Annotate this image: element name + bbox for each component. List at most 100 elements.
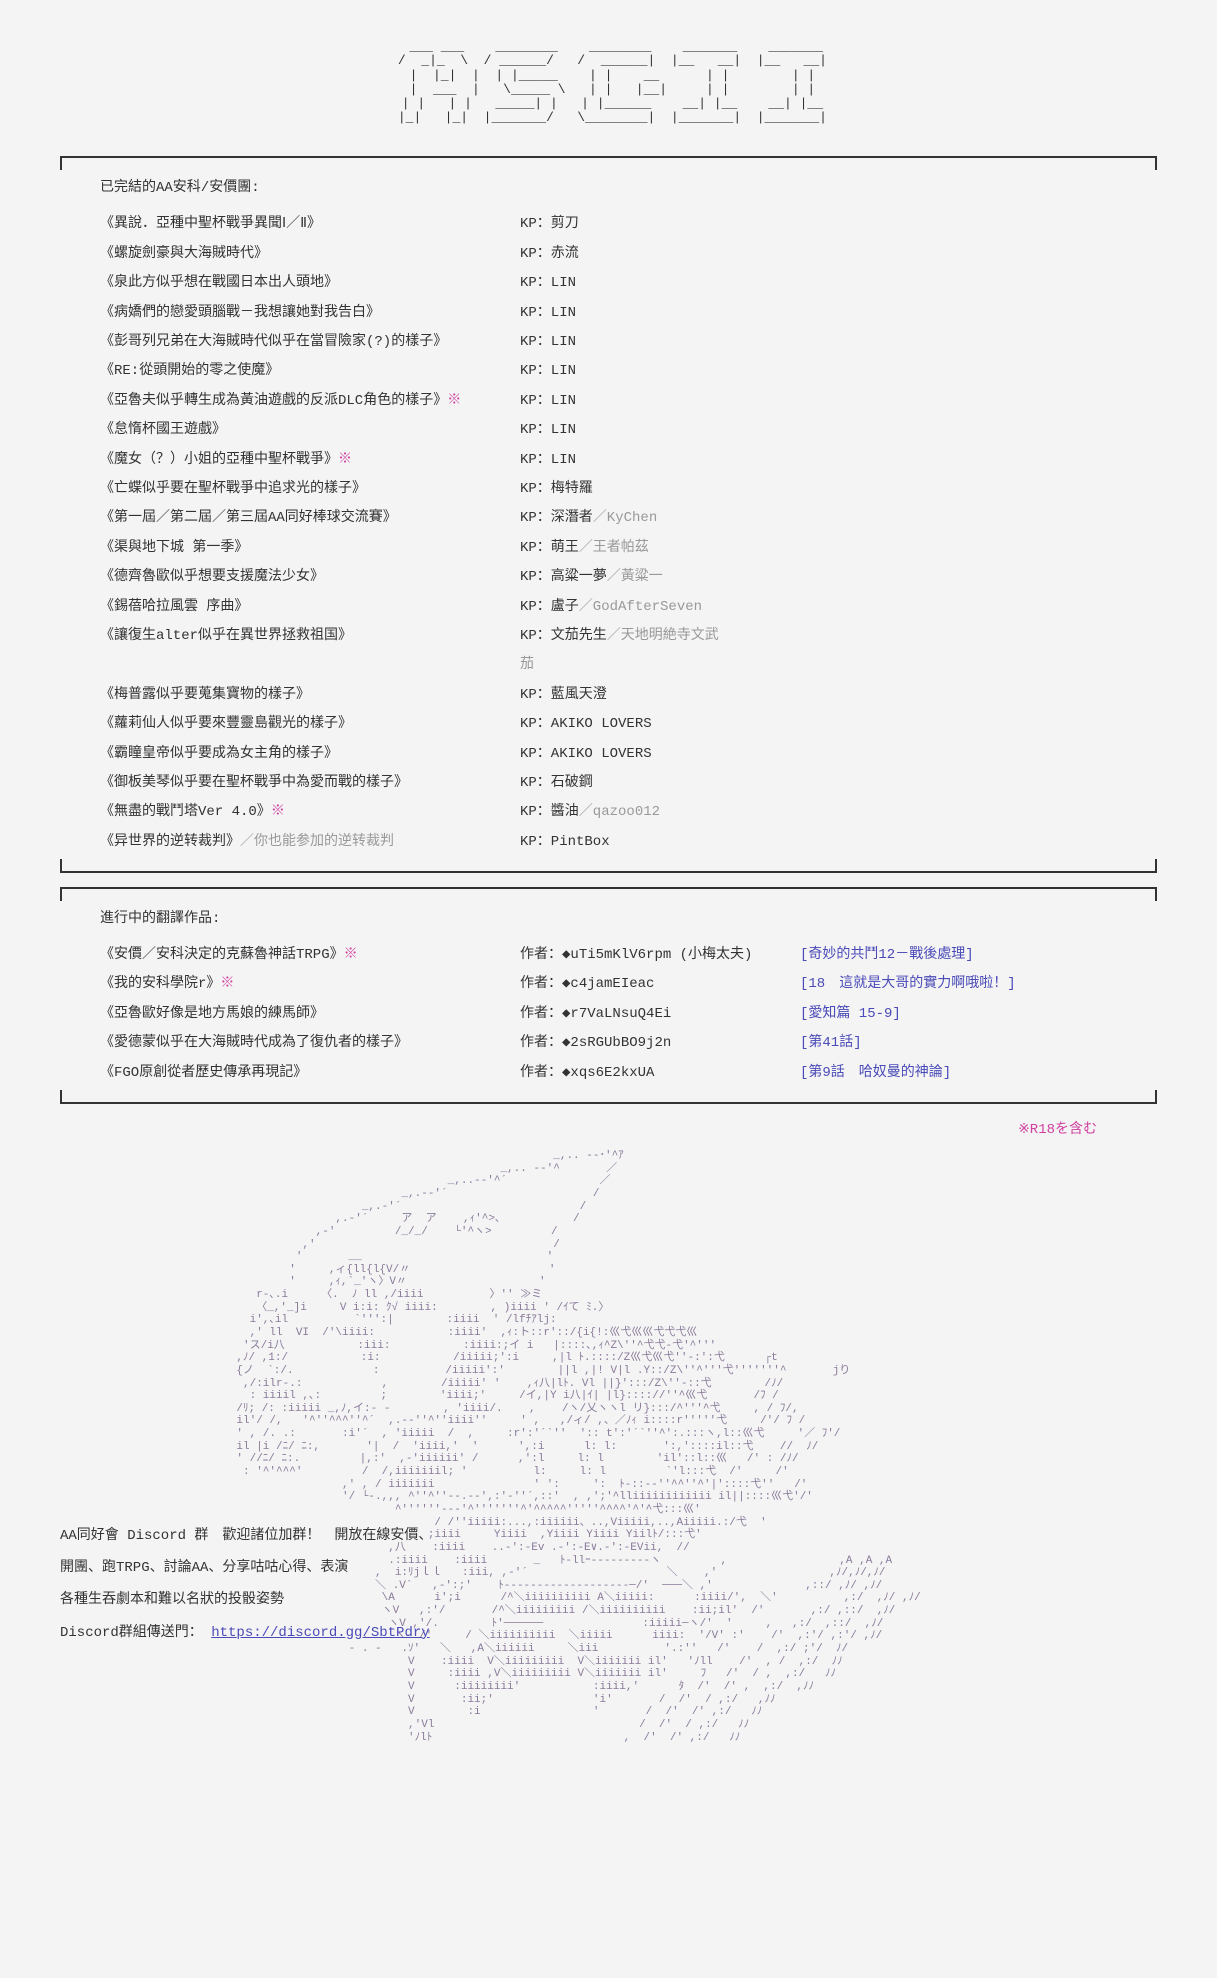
work-title[interactable]: 《怠惰杯國王遊戲》 (100, 416, 520, 445)
kp-label: KP：AKIKO LOVERS (520, 710, 720, 739)
author-label: 作者：◆uTi5mKlV6rpm (小梅太夫) (520, 941, 800, 970)
completed-row: 《亡蝶似乎要在聖杯戰爭中追求光的樣子》KP：梅特羅 (100, 475, 1117, 504)
completed-row: 《彭哥列兄弟在大海賊時代似乎在當冒險家(?)的樣子》KP：LIN (100, 328, 1117, 357)
work-title[interactable]: 《御板美琴似乎要在聖杯戰爭中為愛而戰的樣子》 (100, 769, 520, 798)
work-title[interactable]: 《讓復生alter似乎在異世界拯救祖国》 (100, 622, 520, 681)
completed-row: 《病嬌們的戀愛頭腦戰－我想讓她對我告白》KP：LIN (100, 299, 1117, 328)
completed-row: 《蘿莉仙人似乎要來豐靈島觀光的樣子》KP：AKIKO LOVERS (100, 710, 1117, 739)
kp-label: KP：文茄先生／天地明絶寺文武茄 (520, 622, 720, 681)
work-title[interactable]: 《第一屆／第二屆／第三屆AA同好棒球交流賽》 (100, 504, 520, 533)
completed-row: 《梅普露似乎要蒐集寶物的樣子》KP：藍風天澄 (100, 681, 1117, 710)
r18-note: ※R18を含む (60, 1118, 1157, 1138)
kp-label: KP：梅特羅 (520, 475, 720, 504)
kp-label: KP：LIN (520, 416, 720, 445)
completed-row: 《亞魯夫似乎轉生成為黃油遊戲的反派DLC角色的樣子》※KP：LIN (100, 387, 1117, 416)
ongoing-list: 《安價／安科決定的克蘇魯神話TRPG》※作者：◆uTi5mKlV6rpm (小梅… (100, 941, 1117, 1088)
kp-label: KP：LIN (520, 357, 720, 386)
work-title[interactable]: 《彭哥列兄弟在大海賊時代似乎在當冒險家(?)的樣子》 (100, 328, 520, 357)
work-title[interactable]: 《魔女（？）小姐的亞種中聖杯戰爭》※ (100, 446, 520, 475)
work-title[interactable]: 《蘿莉仙人似乎要來豐靈島觀光的樣子》 (100, 710, 520, 739)
completed-row: 《渠與地下城 第一季》KP：萌王／王者帕茲 (100, 534, 1117, 563)
completed-row: 《第一屆／第二屆／第三屆AA同好棒球交流賽》KP：深潛者／KyChen (100, 504, 1117, 533)
kp-label: KP：深潛者／KyChen (520, 504, 720, 533)
chapter-link[interactable]: [第9話 哈奴曼的神論] (800, 1059, 951, 1088)
completed-row: 《無盡的戰鬥塔Ver 4.0》※KP：醬油／qazoo012 (100, 798, 1117, 827)
completed-list: 《異說．亞種中聖杯戰爭異聞Ⅰ／Ⅱ》KP：剪刀《螺旋劍豪與大海賊時代》KP：赤流《… (100, 210, 1117, 857)
kp-label: KP：萌王／王者帕茲 (520, 534, 720, 563)
work-title[interactable]: 《霸瞳皇帝似乎要成為女主角的樣子》 (100, 740, 520, 769)
footer-line: 各種生吞劇本和難以名狀的投骰姿勢 (60, 1584, 460, 1616)
discord-label: Discord群組傳送門： (60, 1625, 203, 1641)
completed-row: 《怠惰杯國王遊戲》KP：LIN (100, 416, 1117, 445)
completed-row: 《讓復生alter似乎在異世界拯救祖国》KP：文茄先生／天地明絶寺文武茄 (100, 622, 1117, 681)
work-title[interactable]: 《異說．亞種中聖杯戰爭異聞Ⅰ／Ⅱ》 (100, 210, 520, 239)
ongoing-row: 《FGO原創從者歷史傳承再現記》作者：◆xqs6E2kxUA[第9話 哈奴曼的神… (100, 1059, 1117, 1088)
kp-label: KP：剪刀 (520, 210, 720, 239)
footer-line: AA同好會 Discord 群 歡迎諸位加群！ 開放在線安價、 (60, 1520, 460, 1552)
kp-label: KP：LIN (520, 328, 720, 357)
kp-label: KP：赤流 (520, 240, 720, 269)
chapter-link[interactable]: [18 這就是大哥的實力啊哦啦！] (800, 970, 1016, 999)
work-title[interactable]: 《RE:從頭開始的零之使魔》 (100, 357, 520, 386)
discord-link[interactable]: https://discord.gg/SbtPdry (211, 1625, 429, 1641)
ascii-logo: ___ ___ ________ ________ _______ ______… (60, 40, 1157, 126)
completed-row: 《异世界的逆转裁判》／你也能参加的逆转裁判KP：PintBox (100, 828, 1117, 857)
work-title[interactable]: 《异世界的逆转裁判》／你也能参加的逆转裁判 (100, 828, 520, 857)
kp-label: KP：LIN (520, 299, 720, 328)
completed-row: 《泉此方似乎想在戰國日本出人頭地》KP：LIN (100, 269, 1117, 298)
work-title[interactable]: 《無盡的戰鬥塔Ver 4.0》※ (100, 798, 520, 827)
kp-label: KP：盧子／GodAfterSeven (520, 593, 720, 622)
ongoing-section: 進行中的翻譯作品: 《安價／安科決定的克蘇魯神話TRPG》※作者：◆uTi5mK… (60, 887, 1157, 1104)
completed-row: 《魔女（？）小姐的亞種中聖杯戰爭》※KP：LIN (100, 446, 1117, 475)
author-label: 作者：◆r7VaLNsuQ4Ei (520, 1000, 800, 1029)
work-title[interactable]: 《渠與地下城 第一季》 (100, 534, 520, 563)
footer-line: 開團、跑TRPG、討論AA、分享咕咕心得、表演 (60, 1552, 460, 1584)
author-label: 作者：◆2sRGUbBO9j2n (520, 1029, 800, 1058)
kp-label: KP：石破鋼 (520, 769, 720, 798)
ongoing-row: 《愛德蒙似乎在大海賊時代成為了復仇者的樣子》作者：◆2sRGUbBO9j2n[第… (100, 1029, 1117, 1058)
footer-text: AA同好會 Discord 群 歡迎諸位加群！ 開放在線安價、開團、跑TRPG、… (60, 1520, 460, 1649)
ongoing-row: 《亞魯歐好像是地方馬娘的練馬師》作者：◆r7VaLNsuQ4Ei[愛知篇 15-… (100, 1000, 1117, 1029)
bottom-section: _,.. -‐･'^ｱ _,.. -‐'^ ／ _,..-‐'^´ ／ _,.-… (60, 1150, 1157, 1850)
kp-label: KP：藍風天澄 (520, 681, 720, 710)
work-title[interactable]: 《梅普露似乎要蒐集寶物的樣子》 (100, 681, 520, 710)
ongoing-row: 《我的安科學院r》※作者：◆c4jamEIeac[18 這就是大哥的實力啊哦啦！… (100, 970, 1117, 999)
ongoing-header: 進行中的翻譯作品: (100, 907, 1117, 927)
completed-header: 已完結的AA安科/安價團: (100, 176, 1117, 196)
kp-label: KP：LIN (520, 446, 720, 475)
kp-label: KP：AKIKO LOVERS (520, 740, 720, 769)
work-title[interactable]: 《我的安科學院r》※ (100, 970, 520, 999)
chapter-link[interactable]: [愛知篇 15-9] (800, 1000, 901, 1029)
chapter-link[interactable]: [第41話] (800, 1029, 862, 1058)
work-title[interactable]: 《亞魯歐好像是地方馬娘的練馬師》 (100, 1000, 520, 1029)
kp-label: KP：高粱一夢／黃粱一 (520, 563, 720, 592)
completed-row: 《德齊魯歐似乎想要支援魔法少女》KP：高粱一夢／黃粱一 (100, 563, 1117, 592)
completed-row: 《異說．亞種中聖杯戰爭異聞Ⅰ／Ⅱ》KP：剪刀 (100, 210, 1117, 239)
work-title[interactable]: 《亞魯夫似乎轉生成為黃油遊戲的反派DLC角色的樣子》※ (100, 387, 520, 416)
completed-row: 《御板美琴似乎要在聖杯戰爭中為愛而戰的樣子》KP：石破鋼 (100, 769, 1117, 798)
kp-label: KP：醬油／qazoo012 (520, 798, 720, 827)
kp-label: KP：LIN (520, 387, 720, 416)
completed-row: 《螺旋劍豪與大海賊時代》KP：赤流 (100, 240, 1117, 269)
work-title[interactable]: 《愛德蒙似乎在大海賊時代成為了復仇者的樣子》 (100, 1029, 520, 1058)
work-title[interactable]: 《德齊魯歐似乎想要支援魔法少女》 (100, 563, 520, 592)
work-title[interactable]: 《病嬌們的戀愛頭腦戰－我想讓她對我告白》 (100, 299, 520, 328)
work-title[interactable]: 《錫蓓哈拉風雲 序曲》 (100, 593, 520, 622)
completed-section: 已完結的AA安科/安價團: 《異說．亞種中聖杯戰爭異聞Ⅰ／Ⅱ》KP：剪刀《螺旋劍… (60, 156, 1157, 873)
completed-row: 《RE:從頭開始的零之使魔》KP：LIN (100, 357, 1117, 386)
logo-text: ___ ___ ________ ________ _______ ______… (390, 40, 827, 126)
work-title[interactable]: 《泉此方似乎想在戰國日本出人頭地》 (100, 269, 520, 298)
work-title[interactable]: 《安價／安科決定的克蘇魯神話TRPG》※ (100, 941, 520, 970)
kp-label: KP：LIN (520, 269, 720, 298)
author-label: 作者：◆c4jamEIeac (520, 970, 800, 999)
author-label: 作者：◆xqs6E2kxUA (520, 1059, 800, 1088)
work-title[interactable]: 《螺旋劍豪與大海賊時代》 (100, 240, 520, 269)
work-title[interactable]: 《亡蝶似乎要在聖杯戰爭中追求光的樣子》 (100, 475, 520, 504)
chapter-link[interactable]: [奇妙的共鬥12－戰後處理] (800, 941, 974, 970)
kp-label: KP：PintBox (520, 828, 720, 857)
ongoing-row: 《安價／安科決定的克蘇魯神話TRPG》※作者：◆uTi5mKlV6rpm (小梅… (100, 941, 1117, 970)
completed-row: 《霸瞳皇帝似乎要成為女主角的樣子》KP：AKIKO LOVERS (100, 740, 1117, 769)
completed-row: 《錫蓓哈拉風雲 序曲》KP：盧子／GodAfterSeven (100, 593, 1117, 622)
ascii-art-figure: _,.. -‐･'^ｱ _,.. -‐'^ ／ _,..-‐'^´ ／ _,.-… (60, 1150, 1157, 1744)
work-title[interactable]: 《FGO原創從者歷史傳承再現記》 (100, 1059, 520, 1088)
